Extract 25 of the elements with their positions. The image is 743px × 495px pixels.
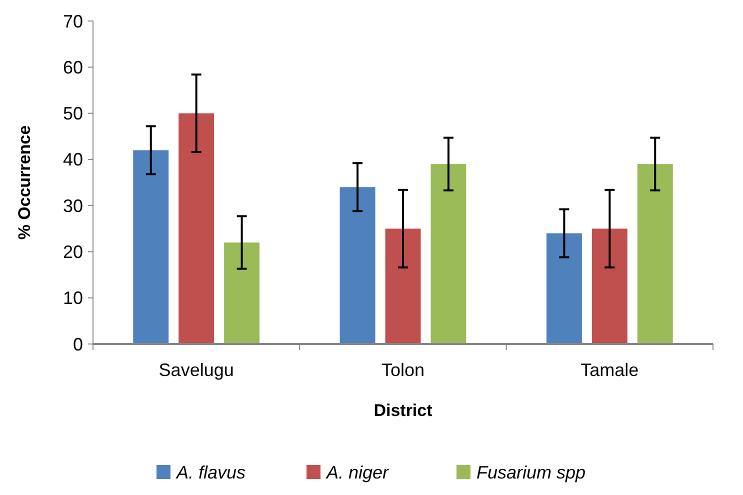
bar bbox=[224, 242, 260, 344]
bar bbox=[430, 164, 466, 344]
y-tick-label: 70 bbox=[62, 11, 83, 32]
legend-label: A. flavus bbox=[176, 462, 246, 482]
y-tick-label: 10 bbox=[62, 288, 83, 308]
x-tick-label: Tamale bbox=[580, 360, 639, 380]
bar bbox=[178, 113, 214, 344]
legend-label: A. niger bbox=[326, 462, 390, 482]
y-tick-label: 20 bbox=[62, 242, 83, 262]
y-tick-label: 60 bbox=[62, 57, 83, 78]
y-tick-label: 30 bbox=[62, 196, 83, 216]
bar bbox=[133, 150, 169, 344]
bar bbox=[637, 164, 673, 344]
y-tick-label: 0 bbox=[72, 334, 83, 354]
y-tick-label: 50 bbox=[62, 104, 83, 124]
y-tick-label: 40 bbox=[62, 150, 83, 170]
bar bbox=[546, 233, 582, 344]
x-axis-title: District bbox=[374, 401, 433, 420]
bar bbox=[340, 187, 376, 344]
y-axis-title: % Occurrence bbox=[15, 125, 34, 240]
bar bbox=[592, 228, 628, 344]
x-tick-label: Tolon bbox=[381, 360, 425, 380]
legend-label: Fusarium spp bbox=[476, 462, 586, 482]
bar bbox=[385, 228, 421, 344]
x-tick-label: Savelugu bbox=[158, 360, 234, 380]
